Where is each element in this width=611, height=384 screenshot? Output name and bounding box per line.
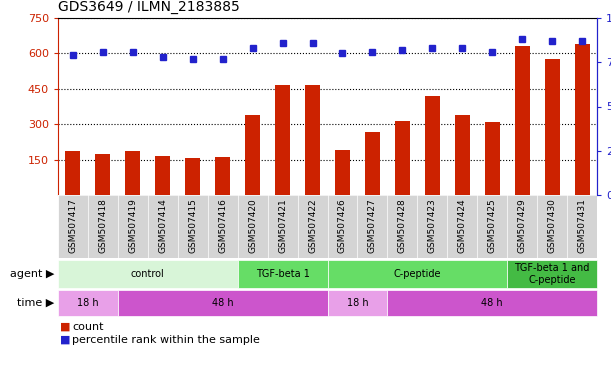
Text: GSM507421: GSM507421 bbox=[278, 198, 287, 253]
Text: GSM507431: GSM507431 bbox=[577, 198, 587, 253]
Bar bbox=[245, 115, 260, 195]
Bar bbox=[215, 157, 230, 195]
Text: GSM507426: GSM507426 bbox=[338, 198, 347, 253]
Bar bbox=[574, 44, 590, 195]
Bar bbox=[65, 151, 81, 195]
Bar bbox=[327, 260, 507, 288]
Bar bbox=[507, 260, 597, 288]
Text: GSM507428: GSM507428 bbox=[398, 198, 407, 253]
Bar bbox=[58, 290, 118, 316]
Bar bbox=[544, 59, 560, 195]
Text: 18 h: 18 h bbox=[77, 298, 99, 308]
Bar bbox=[155, 156, 170, 195]
Bar bbox=[185, 159, 200, 195]
Text: 48 h: 48 h bbox=[212, 298, 233, 308]
Text: GSM507424: GSM507424 bbox=[458, 198, 467, 253]
Bar bbox=[395, 121, 410, 195]
Text: GSM507427: GSM507427 bbox=[368, 198, 377, 253]
Text: GSM507425: GSM507425 bbox=[488, 198, 497, 253]
Text: GSM507429: GSM507429 bbox=[518, 198, 527, 253]
Text: GSM507417: GSM507417 bbox=[68, 198, 78, 253]
Text: GDS3649 / ILMN_2183885: GDS3649 / ILMN_2183885 bbox=[58, 0, 240, 14]
Bar bbox=[275, 85, 290, 195]
Text: time ▶: time ▶ bbox=[16, 298, 54, 308]
Text: ■: ■ bbox=[60, 322, 70, 332]
Text: 48 h: 48 h bbox=[481, 298, 503, 308]
Text: TGF-beta 1: TGF-beta 1 bbox=[255, 269, 310, 279]
Bar bbox=[305, 85, 320, 195]
Bar bbox=[125, 151, 141, 195]
Text: agent ▶: agent ▶ bbox=[10, 269, 54, 279]
Bar bbox=[365, 132, 380, 195]
Text: GSM507430: GSM507430 bbox=[547, 198, 557, 253]
Text: GSM507415: GSM507415 bbox=[188, 198, 197, 253]
Text: C-peptide: C-peptide bbox=[393, 269, 441, 279]
Text: GSM507418: GSM507418 bbox=[98, 198, 108, 253]
Bar bbox=[327, 290, 387, 316]
Bar bbox=[387, 290, 597, 316]
Text: 18 h: 18 h bbox=[346, 298, 368, 308]
Bar bbox=[425, 96, 440, 195]
Text: GSM507419: GSM507419 bbox=[128, 198, 137, 253]
Bar bbox=[118, 290, 327, 316]
Bar bbox=[455, 115, 470, 195]
Bar bbox=[514, 46, 530, 195]
Text: TGF-beta 1 and
C-peptide: TGF-beta 1 and C-peptide bbox=[514, 263, 590, 285]
Text: control: control bbox=[131, 269, 165, 279]
Text: count: count bbox=[72, 322, 103, 332]
Text: GSM507423: GSM507423 bbox=[428, 198, 437, 253]
Bar bbox=[335, 150, 350, 195]
Bar bbox=[485, 122, 500, 195]
Text: GSM507416: GSM507416 bbox=[218, 198, 227, 253]
Text: GSM507414: GSM507414 bbox=[158, 198, 167, 253]
Bar bbox=[95, 154, 111, 195]
Text: percentile rank within the sample: percentile rank within the sample bbox=[72, 335, 260, 345]
Bar bbox=[238, 260, 327, 288]
Text: GSM507420: GSM507420 bbox=[248, 198, 257, 253]
Text: GSM507422: GSM507422 bbox=[308, 198, 317, 253]
Text: ■: ■ bbox=[60, 335, 70, 345]
Bar bbox=[58, 260, 238, 288]
